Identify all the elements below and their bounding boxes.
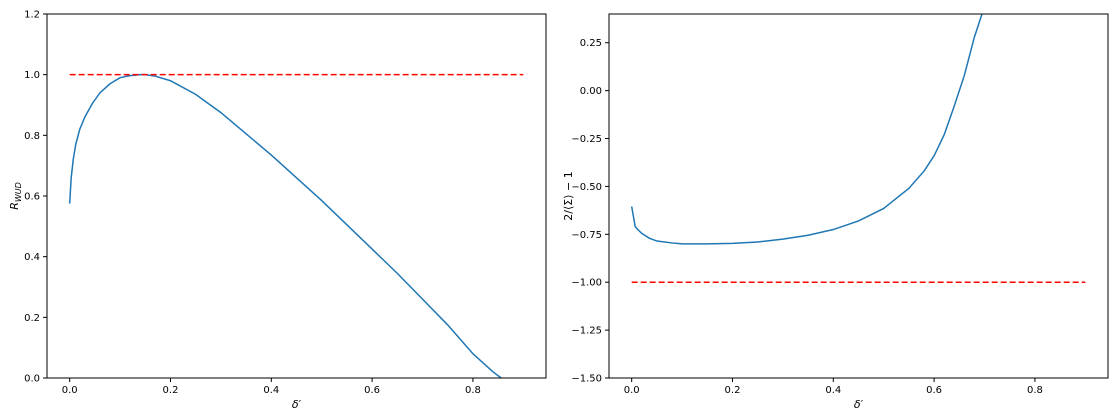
left-y-tick-label: 1.2 [24, 10, 40, 21]
right-y-tick-label: 0.25 [580, 38, 602, 49]
right-y-tick-label: −0.50 [571, 182, 602, 193]
left-y-axis-label: RWUD [8, 182, 23, 210]
left-x-tick-label: 0.4 [263, 385, 279, 396]
right-y-tick-label: −1.00 [571, 278, 602, 289]
left-plot-frame [46, 13, 547, 379]
left-y-axis-label-sub: WUD [14, 182, 23, 202]
left-x-ticks: 0.0 0.2 0.4 0.6 0.8 [62, 378, 481, 396]
right-x-tick-label: 0.2 [725, 385, 741, 396]
left-y-axis-label-main: R [8, 202, 21, 210]
right-curve-line [630, 14, 983, 245]
right-x-tick-label: 0.4 [825, 385, 841, 396]
right-plot-frame [608, 13, 1109, 379]
left-x-tick-label: 0.2 [163, 385, 179, 396]
left-y-tick-label: 0.2 [24, 313, 40, 324]
left-x-axis-label: δ′ [292, 398, 302, 411]
right-y-tick-label: 0.00 [580, 86, 602, 97]
right-x-tick-label: 0.0 [624, 385, 640, 396]
right-x-tick-label: 0.8 [1027, 385, 1043, 396]
left-x-tick-label: 0.6 [364, 385, 380, 396]
right-series-layer [630, 14, 1086, 283]
left-y-tick-label: 0.8 [24, 131, 40, 142]
right-y-ticks: −1.50 −1.25 −1.00 −0.75 −0.50 −0.25 0.00 0.25 [571, 38, 609, 385]
left-chart: 0.0 0.2 0.4 0.6 0.8 0.0 0.2 0.4 0.6 0.8 1.0 1.2 δ′… [8, 10, 547, 411]
right-x-tick-label: 0.6 [926, 385, 942, 396]
right-y-tick-label: −0.75 [571, 230, 602, 241]
left-series-layer [68, 73, 524, 378]
left-y-tick-label: 1.0 [24, 70, 40, 81]
right-y-tick-label: −1.25 [571, 326, 602, 337]
left-x-tick-label: 0.0 [62, 385, 78, 396]
right-y-tick-label: −0.25 [571, 134, 602, 145]
left-y-tick-label: 0.4 [24, 252, 40, 263]
right-y-axis-label: 2/⟨Σ⟩ − 1 [562, 171, 575, 220]
left-y-tick-label: 0.0 [24, 374, 40, 385]
right-x-ticks: 0.0 0.2 0.4 0.6 0.8 [624, 378, 1043, 396]
left-curve-line [68, 73, 502, 378]
right-y-tick-label: −1.50 [571, 374, 602, 385]
left-y-ticks: 0.0 0.2 0.4 0.6 0.8 1.0 1.2 [24, 10, 47, 385]
right-x-axis-label: δ′ [854, 398, 864, 411]
left-x-tick-label: 0.8 [465, 385, 481, 396]
right-chart: 0.0 0.2 0.4 0.6 0.8 −1.50 −1.25 −1.00 −0.75 −0.5… [562, 13, 1109, 411]
left-y-tick-label: 0.6 [24, 192, 40, 203]
